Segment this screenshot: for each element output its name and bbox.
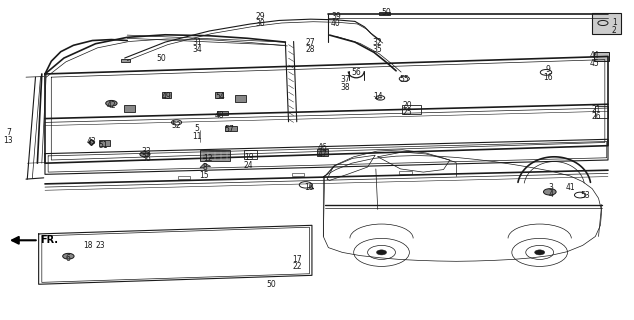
Text: 35: 35 bbox=[372, 44, 382, 54]
Text: 54: 54 bbox=[216, 92, 225, 101]
Text: 48: 48 bbox=[214, 111, 224, 120]
Circle shape bbox=[106, 100, 117, 106]
Bar bbox=[217, 111, 228, 116]
Text: 50: 50 bbox=[156, 54, 165, 63]
Text: 14: 14 bbox=[373, 92, 382, 101]
Text: 51: 51 bbox=[98, 140, 108, 149]
Circle shape bbox=[543, 189, 556, 195]
Text: 37: 37 bbox=[340, 75, 351, 84]
Bar bbox=[403, 105, 422, 114]
Text: 18: 18 bbox=[83, 241, 93, 250]
Text: 36: 36 bbox=[141, 154, 151, 163]
Text: 8: 8 bbox=[202, 163, 207, 172]
Bar bbox=[124, 105, 136, 112]
Bar bbox=[292, 173, 304, 176]
Text: 32: 32 bbox=[372, 38, 382, 47]
Text: 17: 17 bbox=[292, 255, 302, 264]
Text: 2: 2 bbox=[612, 27, 617, 36]
Text: 42: 42 bbox=[107, 101, 116, 110]
Text: 19: 19 bbox=[244, 153, 254, 162]
Text: 16: 16 bbox=[543, 73, 553, 82]
Bar bbox=[399, 171, 412, 174]
Bar bbox=[594, 52, 609, 61]
Text: 53: 53 bbox=[580, 190, 590, 200]
Bar bbox=[317, 148, 328, 156]
Text: 6: 6 bbox=[66, 254, 71, 263]
Text: 43: 43 bbox=[86, 137, 96, 146]
Text: 39: 39 bbox=[331, 12, 341, 21]
Text: 33: 33 bbox=[141, 147, 151, 156]
Text: 55: 55 bbox=[399, 75, 409, 84]
Text: 46: 46 bbox=[317, 143, 327, 152]
Text: 34: 34 bbox=[192, 44, 202, 54]
Text: 57: 57 bbox=[225, 125, 235, 134]
Text: 21: 21 bbox=[592, 105, 602, 114]
Bar bbox=[595, 106, 608, 118]
Text: 15: 15 bbox=[200, 171, 209, 180]
Text: 45: 45 bbox=[589, 59, 599, 68]
Text: FR.: FR. bbox=[41, 235, 58, 245]
Circle shape bbox=[534, 250, 545, 255]
Text: 20: 20 bbox=[402, 101, 411, 110]
Text: 27: 27 bbox=[306, 38, 316, 47]
Text: 4: 4 bbox=[548, 190, 553, 199]
Text: 56: 56 bbox=[351, 68, 361, 77]
Text: 11: 11 bbox=[192, 132, 202, 140]
Bar bbox=[200, 150, 230, 161]
Text: 40: 40 bbox=[331, 19, 341, 28]
Text: 50: 50 bbox=[266, 280, 276, 289]
Text: 31: 31 bbox=[192, 38, 202, 47]
Text: 22: 22 bbox=[292, 262, 302, 271]
Bar bbox=[214, 92, 223, 98]
Text: 41: 41 bbox=[566, 183, 575, 192]
Bar bbox=[225, 126, 236, 131]
Text: 3: 3 bbox=[548, 183, 553, 192]
Text: 7: 7 bbox=[6, 128, 11, 137]
Bar bbox=[235, 95, 246, 102]
Text: 28: 28 bbox=[306, 44, 316, 54]
Text: 5: 5 bbox=[195, 124, 199, 132]
Bar bbox=[99, 140, 110, 146]
Text: 13: 13 bbox=[3, 136, 13, 145]
Bar bbox=[592, 13, 621, 34]
Text: 23: 23 bbox=[96, 241, 105, 250]
Circle shape bbox=[63, 253, 74, 259]
Bar bbox=[121, 59, 131, 62]
Circle shape bbox=[377, 250, 387, 255]
Text: 49: 49 bbox=[162, 92, 171, 101]
Text: 24: 24 bbox=[244, 161, 254, 170]
Circle shape bbox=[140, 152, 150, 157]
Bar bbox=[244, 150, 257, 159]
Text: 52: 52 bbox=[172, 121, 181, 130]
Polygon shape bbox=[200, 163, 210, 168]
Text: 10: 10 bbox=[304, 183, 314, 192]
Text: 47: 47 bbox=[317, 150, 327, 159]
Bar bbox=[178, 176, 190, 179]
Text: 25: 25 bbox=[402, 108, 411, 117]
Text: 12: 12 bbox=[204, 154, 213, 163]
Text: 29: 29 bbox=[256, 12, 265, 21]
Text: 50: 50 bbox=[382, 8, 391, 17]
Text: 26: 26 bbox=[592, 113, 602, 122]
Text: 1: 1 bbox=[612, 19, 617, 28]
Text: 9: 9 bbox=[545, 65, 550, 74]
Bar bbox=[162, 92, 171, 98]
Bar bbox=[379, 12, 391, 15]
Text: 30: 30 bbox=[256, 19, 265, 28]
Text: 38: 38 bbox=[340, 83, 350, 92]
Text: 44: 44 bbox=[589, 51, 599, 60]
